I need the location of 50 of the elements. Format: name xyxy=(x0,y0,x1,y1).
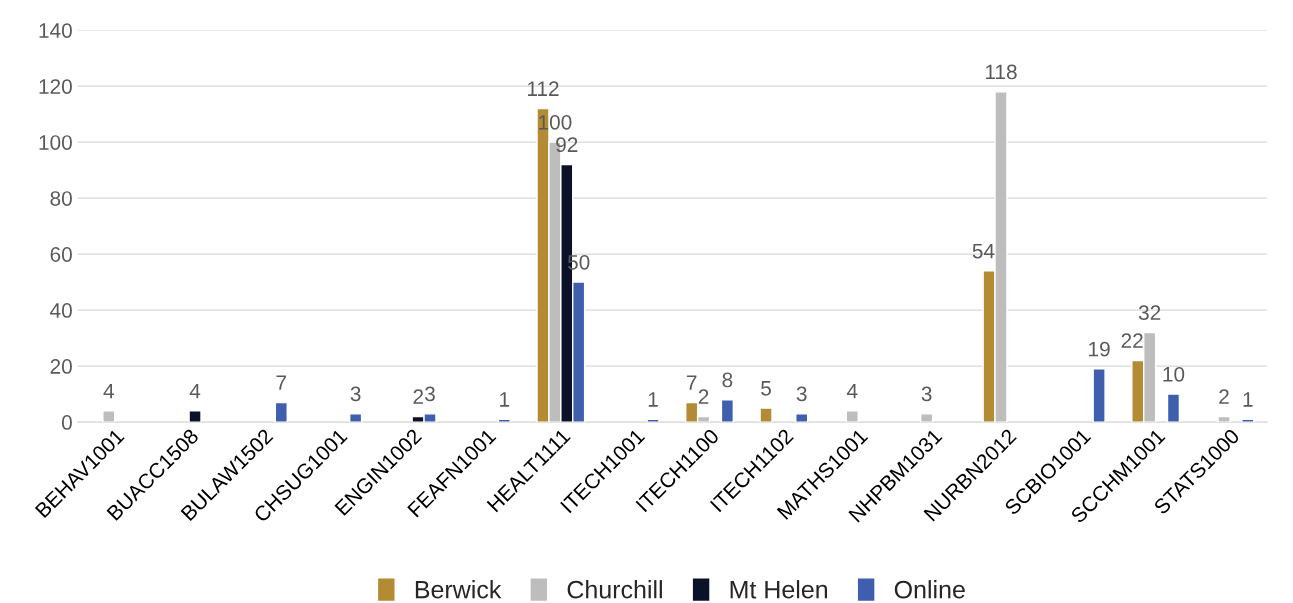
data-label: 2 xyxy=(698,389,709,404)
bar xyxy=(1166,393,1181,423)
data-label: 1 xyxy=(500,392,510,407)
legend-label: Churchill xyxy=(567,580,662,599)
data-label: 4 xyxy=(846,383,858,399)
data-label: 7 xyxy=(276,375,287,390)
bar xyxy=(274,401,288,423)
bar xyxy=(1217,415,1231,423)
data-label: 4 xyxy=(189,383,201,399)
bar xyxy=(919,413,934,423)
legend-label: Berwick xyxy=(415,580,502,599)
y-tick-label: 80 xyxy=(50,191,72,206)
data-label: 92 xyxy=(556,137,578,153)
data-label: 10 xyxy=(1163,366,1185,382)
data-label: 5 xyxy=(761,381,771,396)
y-tick-label: 0 xyxy=(61,415,72,430)
data-label: 2 xyxy=(1219,389,1229,404)
data-label: 3 xyxy=(350,386,361,402)
data-label: 118 xyxy=(985,64,1017,80)
bar xyxy=(759,407,773,423)
data-label: 22 xyxy=(1121,333,1143,348)
bar xyxy=(188,410,202,423)
bar xyxy=(646,418,660,423)
data-label: 2 xyxy=(413,389,423,404)
data-label: 1 xyxy=(648,392,658,407)
data-label: 3 xyxy=(796,386,807,402)
bar xyxy=(348,413,363,423)
data-label: 54 xyxy=(972,243,995,259)
legend-label: Mt Helen xyxy=(730,580,828,599)
data-label: 32 xyxy=(1138,305,1161,321)
data-label: 4 xyxy=(103,383,114,399)
bar xyxy=(102,410,116,423)
data-label: 112 xyxy=(527,81,559,96)
y-tick-label: 140 xyxy=(39,23,72,38)
bar xyxy=(720,399,735,423)
data-label: 1 xyxy=(1243,392,1253,407)
bar xyxy=(1092,368,1106,423)
bar xyxy=(795,413,809,423)
data-label: 7 xyxy=(686,375,697,390)
y-tick-label: 100 xyxy=(39,135,72,150)
data-label: 8 xyxy=(722,372,733,388)
y-tick-label: 20 xyxy=(50,359,72,374)
data-label: 3 xyxy=(921,386,932,402)
y-tick-label: 120 xyxy=(39,79,72,94)
data-label: 19 xyxy=(1089,341,1110,357)
legend-label: Online xyxy=(894,580,965,599)
y-tick-label: 60 xyxy=(50,247,72,262)
y-tick-label: 40 xyxy=(50,303,72,318)
bar xyxy=(845,410,859,423)
data-label: 3 xyxy=(424,386,435,402)
